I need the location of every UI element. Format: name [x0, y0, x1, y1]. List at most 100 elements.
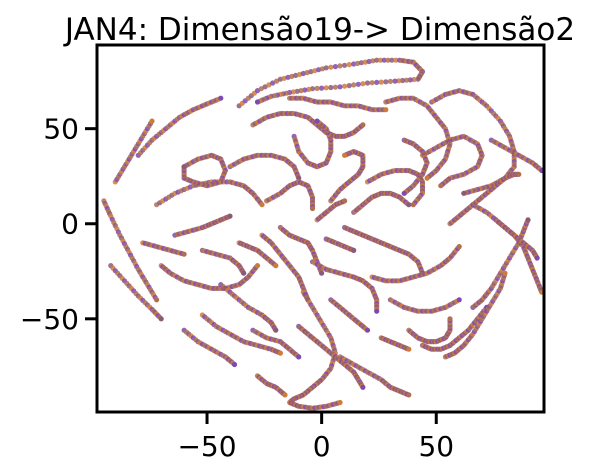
data-point: [360, 384, 366, 390]
data-point: [296, 354, 302, 360]
point-series-21: [328, 148, 366, 204]
data-point: [296, 175, 302, 181]
point-series-3: [112, 118, 155, 185]
data-point: [374, 79, 380, 85]
data-point: [407, 77, 413, 83]
point-series-20: [309, 259, 380, 314]
data-point: [337, 63, 343, 69]
data-point: [525, 217, 531, 223]
point-series-26: [387, 297, 462, 314]
point-series-8: [218, 282, 279, 333]
data-point: [328, 64, 334, 70]
data-point: [241, 270, 247, 276]
point-series-43: [236, 240, 279, 269]
data-point: [392, 78, 398, 84]
data-point: [328, 84, 334, 91]
data-point: [383, 107, 389, 113]
point-series-4: [135, 95, 224, 158]
point-series-35: [383, 95, 453, 181]
data-point: [342, 83, 348, 89]
data-point: [461, 190, 467, 196]
scatter-points: [101, 57, 544, 411]
data-point: [323, 65, 329, 71]
y-tick-label: −50: [20, 303, 79, 336]
point-series-37: [447, 171, 522, 227]
data-point: [158, 316, 164, 322]
point-series-17: [287, 289, 343, 411]
point-series-30: [470, 217, 531, 310]
data-point: [534, 255, 540, 261]
data-point: [289, 73, 295, 79]
data-point: [231, 361, 238, 368]
data-point: [389, 57, 395, 63]
x-tick-label: −50: [177, 430, 236, 463]
point-series-6: [181, 152, 228, 189]
point-series-23: [364, 167, 426, 208]
data-point: [270, 80, 276, 86]
data-point: [351, 247, 357, 253]
data-point: [332, 64, 338, 70]
data-point: [438, 183, 444, 189]
data-point: [456, 297, 462, 303]
x-tick-label: 0: [313, 430, 331, 463]
data-point: [393, 57, 399, 63]
point-series-24: [351, 190, 412, 215]
data-point: [254, 99, 261, 105]
point-series-48: [323, 236, 357, 253]
point-series-42: [199, 247, 247, 276]
point-series-7: [158, 263, 261, 291]
point-series-39: [287, 95, 389, 113]
point-series-9: [199, 312, 283, 356]
data-point: [346, 83, 352, 89]
point-series-27: [406, 316, 453, 345]
data-point: [360, 122, 366, 128]
data-point: [308, 69, 314, 75]
data-point: [277, 350, 283, 356]
data-point: [273, 327, 279, 333]
chart-title: JAN4: Dimensão19-> Dimensão2: [63, 12, 575, 48]
axes: −50 0 50 −50 0 50: [20, 43, 546, 463]
data-point: [332, 84, 338, 90]
point-series-44: [250, 327, 302, 360]
data-point: [323, 85, 329, 91]
point-series-36: [401, 137, 430, 196]
data-point: [456, 244, 462, 250]
data-point: [181, 251, 187, 257]
point-series-22: [342, 224, 426, 276]
data-point: [424, 175, 430, 181]
data-point: [396, 78, 402, 84]
data-point: [400, 77, 406, 84]
point-series-12: [227, 152, 302, 181]
point-series-47: [378, 335, 412, 352]
point-series-14: [291, 118, 334, 170]
data-point: [181, 164, 187, 170]
point-series-46: [328, 297, 371, 333]
point-series-2: [108, 263, 164, 322]
data-point: [314, 85, 320, 91]
data-point: [342, 152, 348, 158]
data-point: [273, 263, 279, 269]
data-point: [374, 308, 380, 314]
data-point: [314, 118, 320, 124]
point-series-19: [337, 354, 412, 398]
data-point: [309, 205, 316, 212]
y-tick-label: 0: [61, 208, 79, 241]
data-point: [254, 263, 261, 269]
point-series-16: [277, 224, 325, 276]
data-point: [406, 202, 412, 208]
data-point: [218, 95, 224, 101]
data-point: [351, 82, 357, 88]
point-series-31: [419, 133, 485, 189]
data-point: [154, 297, 160, 303]
data-point: [370, 58, 376, 64]
data-point: [378, 79, 384, 85]
point-series-25: [369, 244, 462, 284]
data-point: [369, 80, 375, 86]
x-tick-label: 50: [418, 430, 454, 463]
data-point: [516, 171, 522, 177]
data-point: [383, 79, 389, 85]
data-point: [355, 81, 361, 87]
data-point: [364, 327, 371, 333]
data-point: [406, 392, 412, 398]
